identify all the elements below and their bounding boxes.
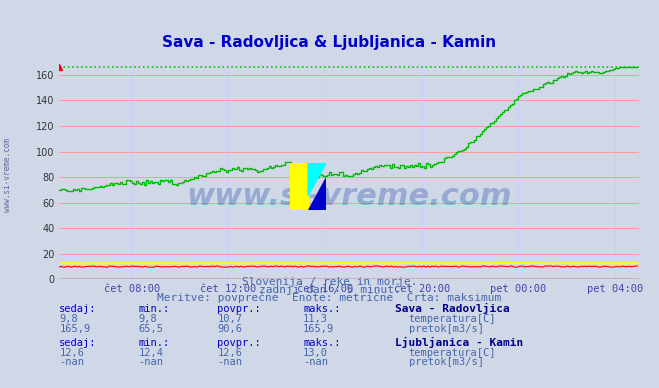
Bar	[290, 163, 308, 210]
Text: www.si-vreme.com: www.si-vreme.com	[3, 138, 13, 211]
Text: povpr.:: povpr.:	[217, 304, 261, 314]
Text: min.:: min.:	[138, 304, 169, 314]
Text: 165,9: 165,9	[303, 324, 334, 334]
Text: Ljubljanica - Kamin: Ljubljanica - Kamin	[395, 337, 524, 348]
Text: -nan: -nan	[138, 357, 163, 367]
Text: 65,5: 65,5	[138, 324, 163, 334]
Text: Meritve: povprečne  Enote: metrične  Črta: maksimum: Meritve: povprečne Enote: metrične Črta:…	[158, 291, 501, 303]
Text: pretok[m3/s]: pretok[m3/s]	[409, 357, 484, 367]
Text: temperatura[C]: temperatura[C]	[409, 348, 496, 358]
Text: povpr.:: povpr.:	[217, 338, 261, 348]
Text: min.:: min.:	[138, 338, 169, 348]
Text: pretok[m3/s]: pretok[m3/s]	[409, 324, 484, 334]
Text: Sava - Radovljica & Ljubljanica - Kamin: Sava - Radovljica & Ljubljanica - Kamin	[162, 35, 497, 50]
Text: temperatura[C]: temperatura[C]	[409, 314, 496, 324]
Text: -nan: -nan	[303, 357, 328, 367]
Text: Slovenija / reke in morje.: Slovenija / reke in morje.	[242, 277, 417, 287]
Text: sedaj:: sedaj:	[59, 338, 97, 348]
Text: 12,6: 12,6	[217, 348, 243, 358]
Text: 12,6: 12,6	[59, 348, 84, 358]
Polygon shape	[308, 163, 326, 196]
Text: 9,8: 9,8	[138, 314, 157, 324]
Text: Sava - Radovljica: Sava - Radovljica	[395, 303, 510, 314]
Text: maks.:: maks.:	[303, 338, 341, 348]
Text: -nan: -nan	[217, 357, 243, 367]
Text: 12,4: 12,4	[138, 348, 163, 358]
Text: 9,8: 9,8	[59, 314, 78, 324]
Text: 165,9: 165,9	[59, 324, 90, 334]
Text: 90,6: 90,6	[217, 324, 243, 334]
Text: maks.:: maks.:	[303, 304, 341, 314]
Text: 10,7: 10,7	[217, 314, 243, 324]
Text: -nan: -nan	[59, 357, 84, 367]
Text: zadnji dan / 5 minut.: zadnji dan / 5 minut.	[258, 285, 401, 295]
Text: 11,3: 11,3	[303, 314, 328, 324]
Text: 13,0: 13,0	[303, 348, 328, 358]
Text: sedaj:: sedaj:	[59, 304, 97, 314]
Text: www.si-vreme.com: www.si-vreme.com	[186, 182, 512, 211]
Polygon shape	[308, 177, 326, 210]
